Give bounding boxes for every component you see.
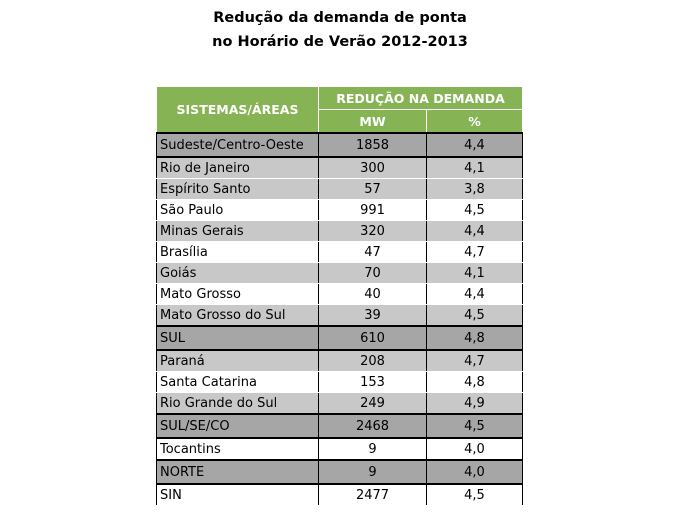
pct-cell: 4,5 xyxy=(425,304,524,327)
table-row: Mato Grosso 40 4,4 xyxy=(156,283,524,305)
pct-cell: 4,1 xyxy=(425,157,524,179)
mw-cell: 320 xyxy=(318,220,427,242)
pct-cell: 4,0 xyxy=(425,459,524,485)
pct-cell: 4,4 xyxy=(425,283,524,305)
table-row: São Paulo 991 4,5 xyxy=(156,199,524,221)
pct-cell: 4,9 xyxy=(425,392,524,415)
pct-cell: 3,8 xyxy=(425,178,524,200)
pct-cell: 4,5 xyxy=(425,484,524,506)
pct-cell: 4,4 xyxy=(425,132,524,158)
mw-cell: 57 xyxy=(318,178,427,200)
table-row: Paraná 208 4,7 xyxy=(156,350,524,372)
header-sistemas: SISTEMAS/ÁREAS xyxy=(156,86,319,134)
title-line-1: Redução da demanda de ponta xyxy=(213,10,467,26)
pct-cell: 4,7 xyxy=(425,241,524,263)
table-row: SUL/SE/CO 2468 4,5 xyxy=(156,413,524,439)
mw-cell: 1858 xyxy=(318,132,427,158)
table-row: NORTE 9 4,0 xyxy=(156,459,524,485)
mw-cell: 40 xyxy=(318,283,427,305)
table-row: Santa Catarina 153 4,8 xyxy=(156,371,524,393)
table-body: Sudeste/Centro-Oeste 1858 4,4 Rio de Janeir… xyxy=(156,132,524,506)
mw-cell: 70 xyxy=(318,262,427,284)
area-cell: Rio de Janeiro xyxy=(156,157,319,179)
table-row: Espírito Santo 57 3,8 xyxy=(156,178,524,200)
table-title: Redução da demanda de ponta no Horário d… xyxy=(0,6,680,54)
table-row: Goiás 70 4,1 xyxy=(156,262,524,284)
pct-cell: 4,8 xyxy=(425,371,524,393)
area-cell: Tocantins xyxy=(156,438,319,461)
header-reducao: REDUÇÃO NA DEMANDA xyxy=(317,86,524,110)
mw-cell: 153 xyxy=(318,371,427,393)
mw-cell: 2477 xyxy=(318,484,427,506)
mw-cell: 249 xyxy=(318,392,427,415)
area-cell: NORTE xyxy=(156,459,319,485)
table-row: Minas Gerais 320 4,4 xyxy=(156,220,524,242)
area-cell: SUL/SE/CO xyxy=(156,413,319,439)
area-cell: Paraná xyxy=(156,350,319,372)
table-row: SIN 2477 4,5 xyxy=(156,484,524,506)
area-cell: Goiás xyxy=(156,262,319,284)
mw-cell: 208 xyxy=(318,350,427,372)
table-row: Rio de Janeiro 300 4,1 xyxy=(156,157,524,179)
demand-reduction-table: SISTEMAS/ÁREAS REDUÇÃO NA DEMANDA MW % S… xyxy=(156,86,524,506)
mw-cell: 300 xyxy=(318,157,427,179)
mw-cell: 39 xyxy=(318,304,427,327)
area-cell: SIN xyxy=(156,484,319,506)
area-cell: Rio Grande do Sul xyxy=(156,392,319,415)
pct-cell: 4,5 xyxy=(425,199,524,221)
table-row: SUL 610 4,8 xyxy=(156,325,524,351)
mw-cell: 47 xyxy=(318,241,427,263)
table-row: Mato Grosso do Sul 39 4,5 xyxy=(156,304,524,327)
header-mw: MW xyxy=(318,109,427,134)
area-cell: Sudeste/Centro-Oeste xyxy=(156,132,319,158)
pct-cell: 4,1 xyxy=(425,262,524,284)
mw-cell: 2468 xyxy=(318,413,427,439)
area-cell: Espírito Santo xyxy=(156,178,319,200)
area-cell: Mato Grosso do Sul xyxy=(156,304,319,327)
pct-cell: 4,8 xyxy=(425,325,524,351)
pct-cell: 4,7 xyxy=(425,350,524,372)
pct-cell: 4,4 xyxy=(425,220,524,242)
area-cell: SUL xyxy=(156,325,319,351)
mw-cell: 991 xyxy=(318,199,427,221)
pct-cell: 4,0 xyxy=(425,438,524,461)
table-row: Rio Grande do Sul 249 4,9 xyxy=(156,392,524,415)
table-row: Brasília 47 4,7 xyxy=(156,241,524,263)
area-cell: Minas Gerais xyxy=(156,220,319,242)
header-pct: % xyxy=(425,109,524,134)
pct-cell: 4,5 xyxy=(425,413,524,439)
table-row: Tocantins 9 4,0 xyxy=(156,438,524,461)
title-line-2: no Horário de Verão 2012-2013 xyxy=(212,34,468,50)
area-cell: São Paulo xyxy=(156,199,319,221)
mw-cell: 9 xyxy=(318,438,427,461)
area-cell: Mato Grosso xyxy=(156,283,319,305)
table-row: Sudeste/Centro-Oeste 1858 4,4 xyxy=(156,132,524,158)
area-cell: Brasília xyxy=(156,241,319,263)
area-cell: Santa Catarina xyxy=(156,371,319,393)
mw-cell: 9 xyxy=(318,459,427,485)
mw-cell: 610 xyxy=(318,325,427,351)
